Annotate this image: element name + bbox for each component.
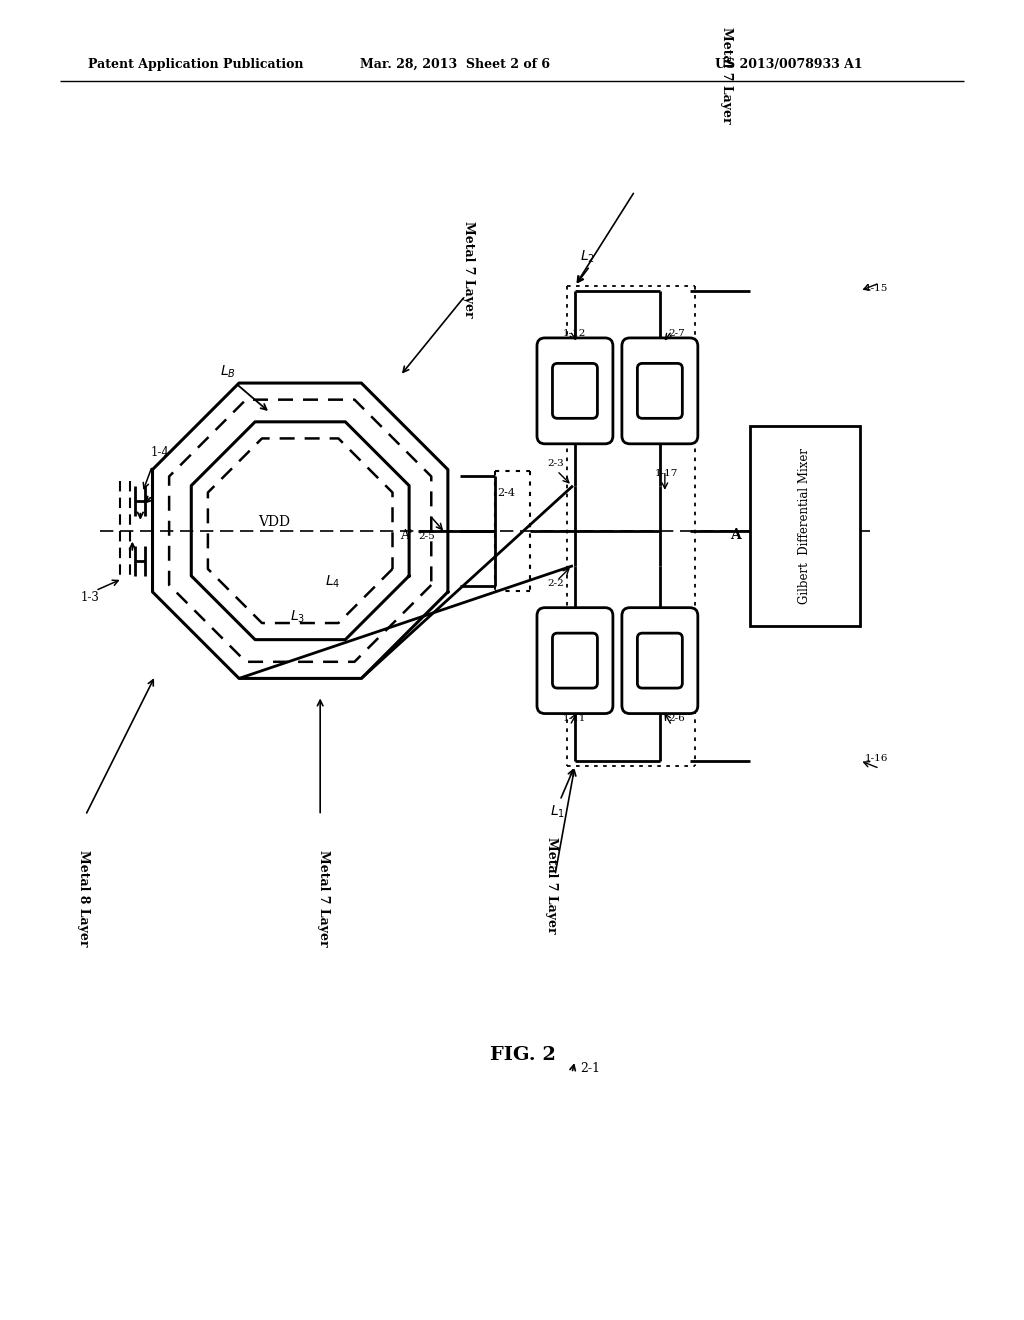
- FancyBboxPatch shape: [553, 363, 597, 418]
- Text: $L_1$: $L_1$: [550, 804, 565, 820]
- Text: Patent Application Publication: Patent Application Publication: [88, 58, 304, 71]
- Text: 2-1: 2-1: [580, 1063, 600, 1076]
- Text: $L_2$: $L_2$: [580, 249, 595, 265]
- Text: 2-6: 2-6: [668, 714, 685, 722]
- FancyBboxPatch shape: [537, 607, 613, 714]
- FancyBboxPatch shape: [622, 338, 697, 444]
- FancyBboxPatch shape: [537, 338, 613, 444]
- Text: Metal 7 Layer: Metal 7 Layer: [720, 28, 733, 124]
- Text: FIG. 2: FIG. 2: [490, 1047, 556, 1064]
- Text: 1-11: 1-11: [563, 714, 587, 722]
- Text: Metal 7 Layer: Metal 7 Layer: [462, 220, 475, 318]
- Text: 2-3: 2-3: [547, 459, 564, 467]
- Text: Metal 7 Layer: Metal 7 Layer: [317, 850, 330, 946]
- Text: Metal 8 Layer: Metal 8 Layer: [78, 850, 90, 946]
- Text: US 2013/0078933 A1: US 2013/0078933 A1: [715, 58, 862, 71]
- Text: A': A': [400, 529, 413, 541]
- Text: 1-17: 1-17: [655, 469, 678, 478]
- FancyBboxPatch shape: [622, 607, 697, 714]
- Text: Mar. 28, 2013  Sheet 2 of 6: Mar. 28, 2013 Sheet 2 of 6: [360, 58, 550, 71]
- Text: $L_B$: $L_B$: [220, 364, 237, 380]
- Text: 1-16: 1-16: [864, 754, 888, 763]
- Text: 1-4: 1-4: [151, 446, 169, 459]
- Text: 2-5: 2-5: [418, 532, 435, 541]
- FancyBboxPatch shape: [637, 363, 682, 418]
- Text: Metal 7 Layer: Metal 7 Layer: [545, 837, 558, 933]
- Text: VDD: VDD: [258, 515, 290, 529]
- FancyBboxPatch shape: [553, 634, 597, 688]
- Text: 2-4: 2-4: [497, 488, 515, 498]
- Text: $L_3$: $L_3$: [290, 609, 305, 626]
- Text: 1-15: 1-15: [864, 284, 888, 293]
- FancyBboxPatch shape: [637, 634, 682, 688]
- Text: 1-12: 1-12: [563, 329, 587, 338]
- Text: 2-7: 2-7: [668, 329, 685, 338]
- Text: A: A: [730, 528, 740, 541]
- Text: 1-3: 1-3: [81, 590, 99, 603]
- Text: $L_4$: $L_4$: [326, 574, 340, 590]
- Text: 2-2: 2-2: [547, 578, 564, 587]
- Bar: [750, 426, 860, 626]
- Text: Gilbert  Differential Mixer: Gilbert Differential Mixer: [799, 447, 811, 603]
